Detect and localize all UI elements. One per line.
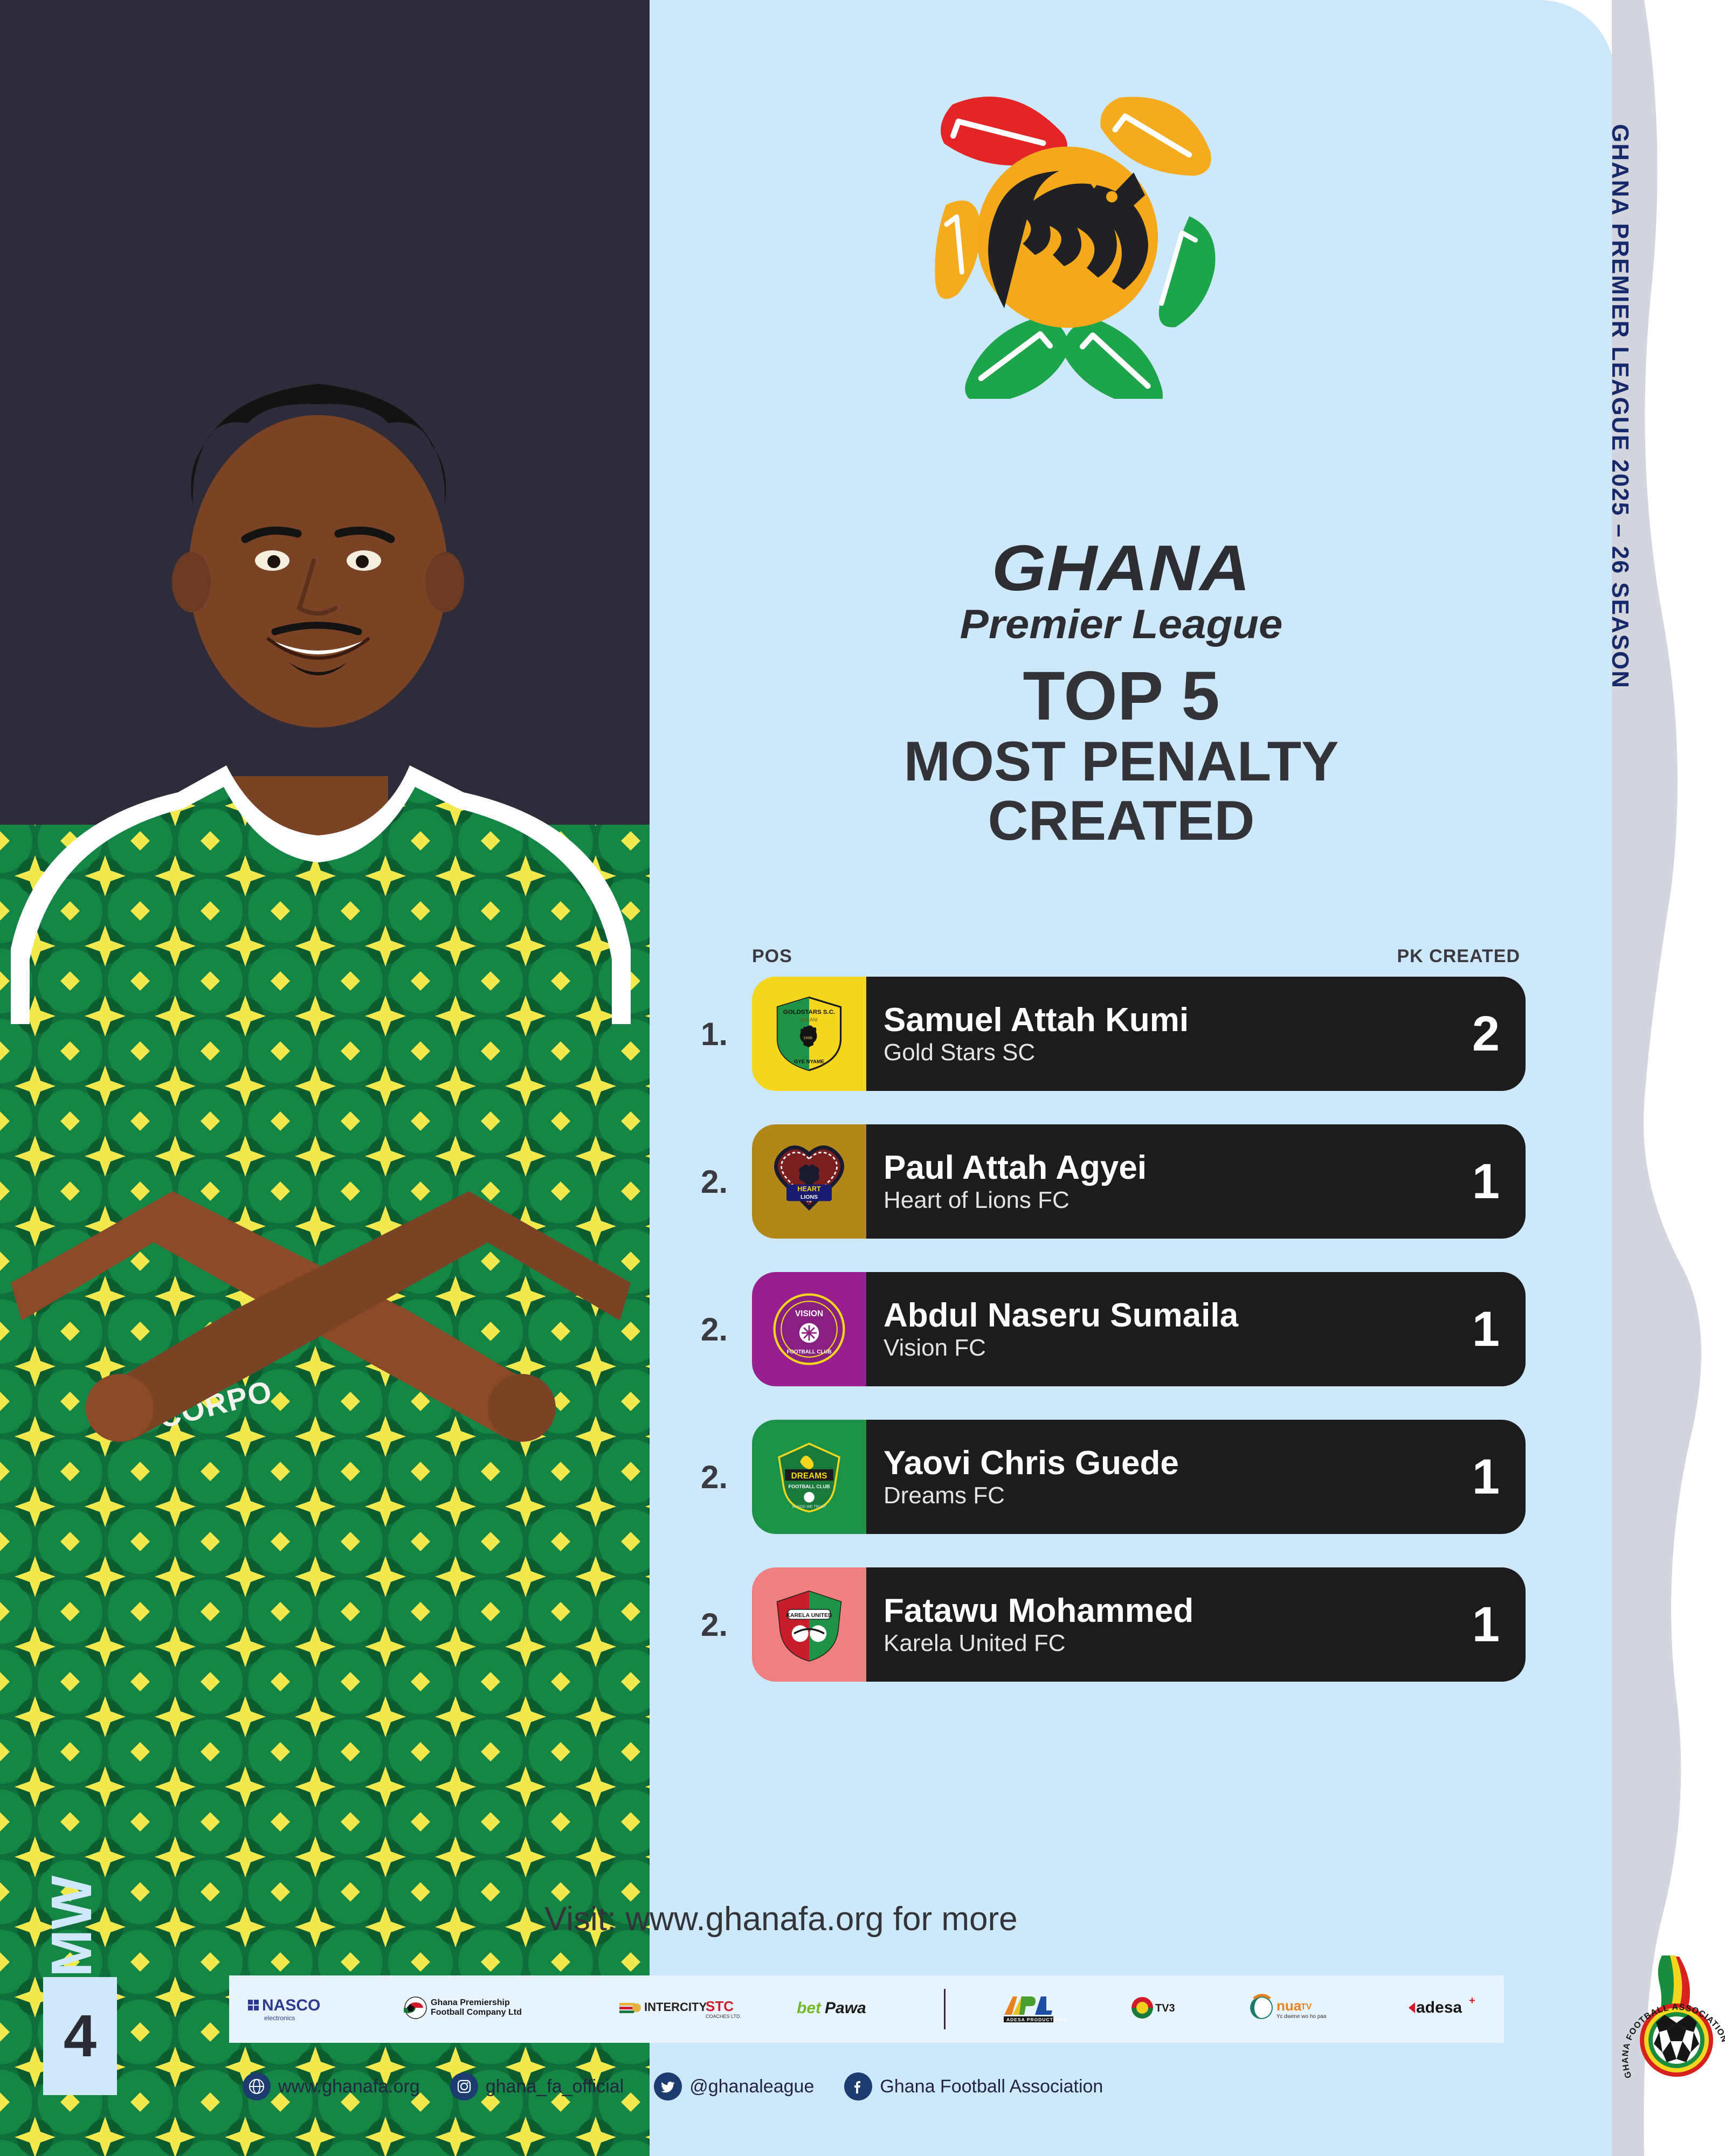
svg-text:TV: TV <box>1301 2002 1312 2012</box>
svg-text:FOOTBALL CLUB: FOOTBALL CLUB <box>789 1484 830 1489</box>
svg-text:FOOTBALL CLUB: FOOTBALL CLUB <box>786 1349 831 1355</box>
svg-text:VISION: VISION <box>795 1309 823 1318</box>
svg-text:GYE NYAME: GYE NYAME <box>794 1059 824 1065</box>
svg-text:NASCO: NASCO <box>262 1996 320 2014</box>
svg-text:1998: 1998 <box>803 1035 812 1040</box>
svg-text:DREAMS: DREAMS <box>791 1471 827 1481</box>
svg-text:INTERCITY: INTERCITY <box>644 2000 707 2014</box>
svg-text:KARELA UNITED: KARELA UNITED <box>786 1612 832 1619</box>
svg-text:bet: bet <box>797 1999 822 2017</box>
svg-text:BIBIANI: BIBIANI <box>801 1017 818 1022</box>
svg-text:TV3: TV3 <box>1155 2002 1175 2014</box>
svg-text:Football Company Ltd: Football Company Ltd <box>431 2008 522 2017</box>
svg-text:Pawa: Pawa <box>825 1999 866 2017</box>
svg-text:COACHES LTD.: COACHES LTD. <box>706 2014 741 2019</box>
svg-text:LIONS: LIONS <box>801 1194 818 1200</box>
svg-text:+: + <box>1469 1995 1475 2007</box>
svg-text:HEART: HEART <box>797 1185 821 1193</box>
svg-text:electronics: electronics <box>264 2014 295 2022</box>
svg-text:ADESA PRODUCTIONS: ADESA PRODUCTIONS <box>1006 2017 1067 2022</box>
svg-text:adesa: adesa <box>1416 1999 1462 2016</box>
svg-text:Yɛ dwene wo ho paa: Yɛ dwene wo ho paa <box>1276 2014 1327 2020</box>
svg-text:STC: STC <box>706 1998 734 2014</box>
svg-text:Ghana Premiership: Ghana Premiership <box>431 1998 510 2007</box>
svg-text:IN GOD WE TRUST: IN GOD WE TRUST <box>792 1505 826 1509</box>
svg-text:nua: nua <box>1276 1998 1302 2014</box>
svg-text:GOLDSTARS S.C.: GOLDSTARS S.C. <box>783 1009 835 1015</box>
